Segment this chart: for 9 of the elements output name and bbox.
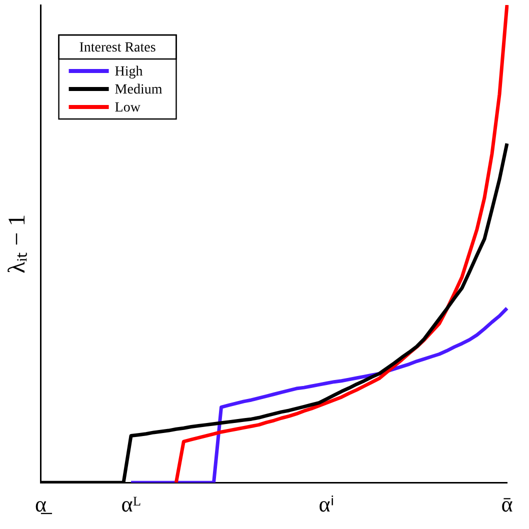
- x-tick-label: αᴸ: [121, 492, 141, 517]
- x-tick-label: αⁱ: [318, 492, 334, 517]
- legend-label: Low: [114, 100, 142, 116]
- legend-label: Medium: [114, 82, 162, 98]
- x-tick-label: α̲: [35, 492, 53, 517]
- legend-title: Interest Rates: [79, 40, 156, 56]
- legend-label: High: [114, 64, 143, 80]
- x-tick-label: ᾱ: [501, 492, 514, 517]
- y-axis-title: λᵢₜ − 1: [4, 214, 31, 274]
